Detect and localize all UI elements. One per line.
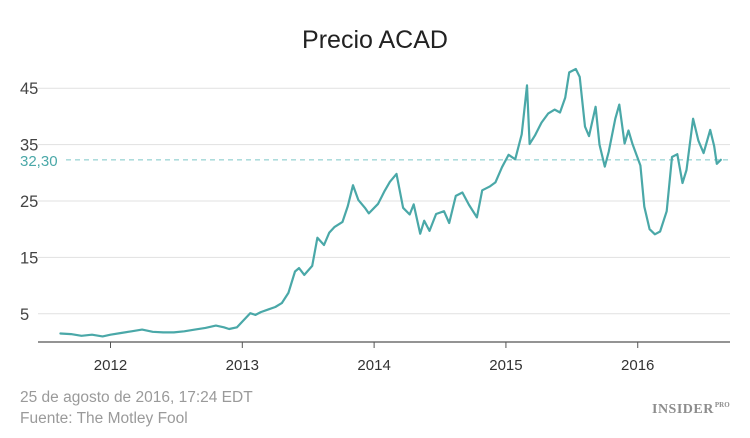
x-tick-label: 2016 (621, 357, 654, 374)
reference-label: 32,30 (20, 153, 58, 170)
x-tick-label: 2014 (357, 357, 390, 374)
logo-name: INSIDER (652, 402, 714, 417)
x-axis-labels: 2012 2013 2014 2015 2016 (94, 357, 655, 374)
reference-line-group: 32,30 (20, 153, 730, 170)
logo-suffix: PRO (714, 401, 730, 409)
y-tick-label: 25 (20, 193, 38, 211)
x-tick-label: 2013 (226, 357, 259, 374)
y-tick-label: 35 (20, 137, 38, 155)
footer-date: 25 de agosto de 2016, 17:24 EDT (20, 389, 253, 406)
chart-title: Precio ACAD (302, 26, 448, 54)
footer-source: Fuente: The Motley Fool (20, 410, 188, 427)
grid-lines (38, 87, 730, 315)
y-tick-label: 5 (20, 306, 29, 324)
insider-pro-logo: INSIDERPRO (652, 401, 730, 418)
price-series-line (59, 67, 722, 338)
y-axis-labels: 5 15 25 35 45 (20, 80, 38, 324)
x-axis (38, 341, 730, 348)
y-tick-label: 15 (20, 249, 38, 267)
series-line-group (59, 67, 722, 338)
x-tick-label: 2012 (94, 357, 127, 374)
y-tick-label: 45 (20, 80, 38, 98)
x-tick-label: 2015 (489, 357, 522, 374)
